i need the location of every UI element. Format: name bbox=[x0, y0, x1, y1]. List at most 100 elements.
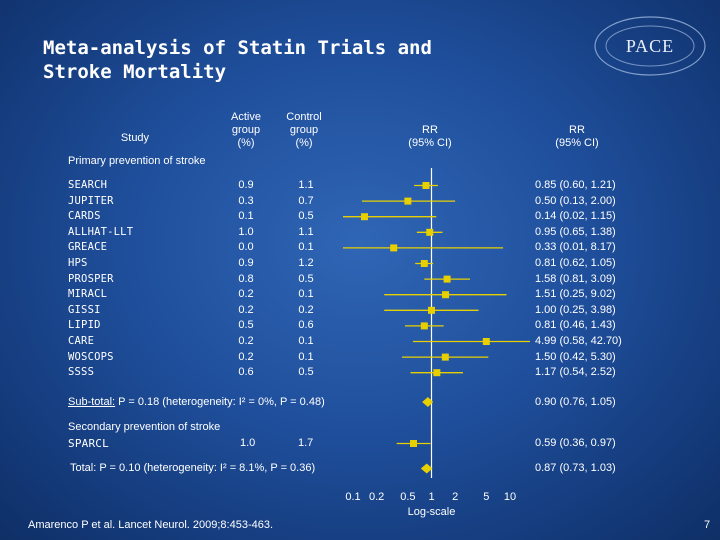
active-pct-7: 0.2 bbox=[238, 288, 254, 301]
header-rr-plot: RR (95% CI) bbox=[408, 124, 452, 149]
control-pct-8: 0.2 bbox=[298, 303, 314, 316]
total-line: Total: P = 0.10 (heterogeneity: I² = 8.1… bbox=[70, 462, 315, 474]
rr-value-2: 0.14 (0.02, 1.15) bbox=[535, 210, 616, 223]
control-pct-3: 1.1 bbox=[298, 225, 314, 238]
header-active: Active group (%) bbox=[231, 111, 261, 149]
primary-point-5 bbox=[420, 260, 428, 267]
primary-point-7 bbox=[442, 291, 450, 299]
rr-value-0: 0.85 (0.60, 1.21) bbox=[535, 179, 616, 191]
section-secondary: Secondary prevention of stroke bbox=[68, 421, 221, 433]
sparcl-study: SPARCL bbox=[68, 437, 109, 450]
subtotal-stats: P = 0.18 (heterogeneity: I² = 0%, P = 0.… bbox=[115, 396, 325, 408]
tick-label-5: 5 bbox=[483, 491, 489, 503]
pace-logo: PACE bbox=[594, 16, 706, 76]
primary-point-8 bbox=[428, 306, 435, 314]
header-control: Control group (%) bbox=[286, 111, 322, 149]
active-pct-2: 0.1 bbox=[238, 210, 254, 223]
page-number: 7 bbox=[704, 519, 711, 531]
study-name-1: JUPITER bbox=[68, 194, 114, 207]
active-pct-9: 0.5 bbox=[238, 319, 254, 332]
primary-point-3 bbox=[426, 228, 434, 236]
primary-point-2 bbox=[360, 213, 368, 221]
total-label: Total: bbox=[70, 462, 97, 474]
tick-label-6: 10 bbox=[504, 491, 516, 503]
logo-text: PACE bbox=[626, 36, 674, 56]
primary-point-11 bbox=[441, 353, 449, 361]
primary-point-6 bbox=[443, 275, 451, 283]
subtotal-rr: 0.90 (0.76, 1.05) bbox=[535, 396, 616, 408]
study-name-7: MIRACL bbox=[68, 288, 108, 301]
header-study: Study bbox=[120, 132, 150, 144]
rr-value-7: 1.51 (0.25, 9.02) bbox=[535, 288, 616, 301]
sparcl-control: 1.7 bbox=[298, 437, 314, 449]
study-name-9: LIPID bbox=[68, 319, 101, 332]
control-pct-10: 0.1 bbox=[298, 334, 314, 347]
tick-label-0: 0.1 bbox=[345, 491, 360, 503]
study-name-10: CARE bbox=[68, 334, 95, 347]
primary-point-4 bbox=[390, 244, 398, 252]
primary-point-10 bbox=[482, 338, 490, 345]
control-pct-6: 0.5 bbox=[298, 272, 314, 285]
study-name-4: GREACE bbox=[68, 241, 108, 254]
active-pct-11: 0.2 bbox=[238, 350, 254, 363]
study-name-11: WOSCOPS bbox=[68, 350, 114, 363]
study-name-6: PROSPER bbox=[68, 272, 114, 285]
total-diamond bbox=[420, 463, 433, 474]
rr-value-9: 0.81 (0.46, 1.43) bbox=[535, 319, 616, 332]
tick-label-2: 0.5 bbox=[400, 491, 415, 503]
secondary-point-0 bbox=[410, 440, 418, 447]
control-pct-12: 0.5 bbox=[298, 366, 314, 379]
subtotal-diamond bbox=[422, 397, 434, 407]
tick-label-1: 0.2 bbox=[369, 491, 384, 503]
rr-value-5: 0.81 (0.62, 1.05) bbox=[535, 256, 616, 269]
sparcl-rr: 0.59 (0.36, 0.97) bbox=[535, 437, 616, 449]
control-pct-9: 0.6 bbox=[298, 319, 314, 332]
control-pct-7: 0.1 bbox=[298, 288, 314, 301]
active-column: 0.9 0.3 0.1 1.0 0.0 0.9 0.8 0.2 0.2 0.5 0.2 0.2 0.6 bbox=[236, 178, 256, 381]
rr-value-12: 1.17 (0.54, 2.52) bbox=[535, 366, 616, 379]
slide-title: Meta-analysis of Statin Trials and Strok… bbox=[43, 37, 432, 83]
study-name-3: ALLHAT-LLT bbox=[68, 225, 134, 238]
subtotal-line: Sub-total: P = 0.18 (heterogeneity: I² =… bbox=[68, 396, 325, 408]
total-rr: 0.87 (0.73, 1.03) bbox=[535, 462, 616, 474]
rr-value-6: 1.58 (0.81, 3.09) bbox=[535, 272, 616, 285]
control-pct-2: 0.5 bbox=[298, 210, 314, 223]
active-pct-1: 0.3 bbox=[238, 194, 254, 207]
study-name-5: HPS bbox=[68, 256, 88, 269]
total-stats: P = 0.10 (heterogeneity: I² = 8.1%, P = … bbox=[96, 462, 316, 474]
rr-value-8: 1.00 (0.25, 3.98) bbox=[535, 303, 616, 316]
control-pct-1: 0.7 bbox=[298, 194, 314, 207]
tick-label-3: 1 bbox=[428, 491, 434, 503]
rr-value-11: 1.50 (0.42, 5.30) bbox=[535, 350, 616, 363]
active-pct-12: 0.6 bbox=[238, 366, 254, 379]
primary-point-12 bbox=[433, 369, 441, 377]
study-name-8: GISSI bbox=[68, 303, 101, 316]
rr-value-3: 0.95 (0.65, 1.38) bbox=[535, 225, 616, 238]
study-name-2: CARDS bbox=[68, 210, 101, 223]
rr-value-4: 0.33 (0.01, 8.17) bbox=[535, 241, 616, 254]
tick-label-4: 2 bbox=[452, 491, 458, 503]
control-column: 1.1 0.7 0.5 1.1 0.1 1.2 0.5 0.1 0.2 0.6 0.1 0.1 0.5 bbox=[296, 178, 316, 381]
active-pct-3: 1.0 bbox=[238, 225, 254, 238]
active-pct-6: 0.8 bbox=[238, 272, 254, 285]
rr-column: 0.85 (0.60, 1.21) 0.50 (0.13, 2.00) 0.14 (… bbox=[535, 178, 622, 381]
axis-label: Log-scale bbox=[408, 506, 456, 518]
primary-point-1 bbox=[404, 197, 412, 205]
control-pct-0: 1.1 bbox=[298, 179, 314, 191]
header-rr-text: RR (95% CI) bbox=[555, 124, 599, 149]
primary-point-9 bbox=[420, 322, 428, 330]
sparcl-active: 1.0 bbox=[240, 437, 256, 449]
reference-citation: Amarenco P et al. Lancet Neurol. 2009;8:… bbox=[28, 519, 274, 531]
study-name-0: SEARCH bbox=[68, 179, 108, 191]
active-pct-5: 0.9 bbox=[238, 256, 254, 269]
active-pct-10: 0.2 bbox=[238, 334, 254, 347]
primary-point-0 bbox=[422, 182, 430, 189]
subtotal-label: Sub-total: bbox=[68, 396, 116, 408]
study-name-12: SSSS bbox=[68, 366, 95, 379]
rr-value-1: 0.50 (0.13, 2.00) bbox=[535, 194, 616, 207]
control-pct-5: 1.2 bbox=[298, 256, 314, 269]
active-pct-4: 0.0 bbox=[238, 241, 254, 254]
study-column: SEARCH JUPITER CARDS ALLHAT-LLT GREACE HPS PRO… bbox=[68, 178, 133, 381]
rr-value-10: 4.99 (0.58, 42.70) bbox=[535, 334, 622, 347]
